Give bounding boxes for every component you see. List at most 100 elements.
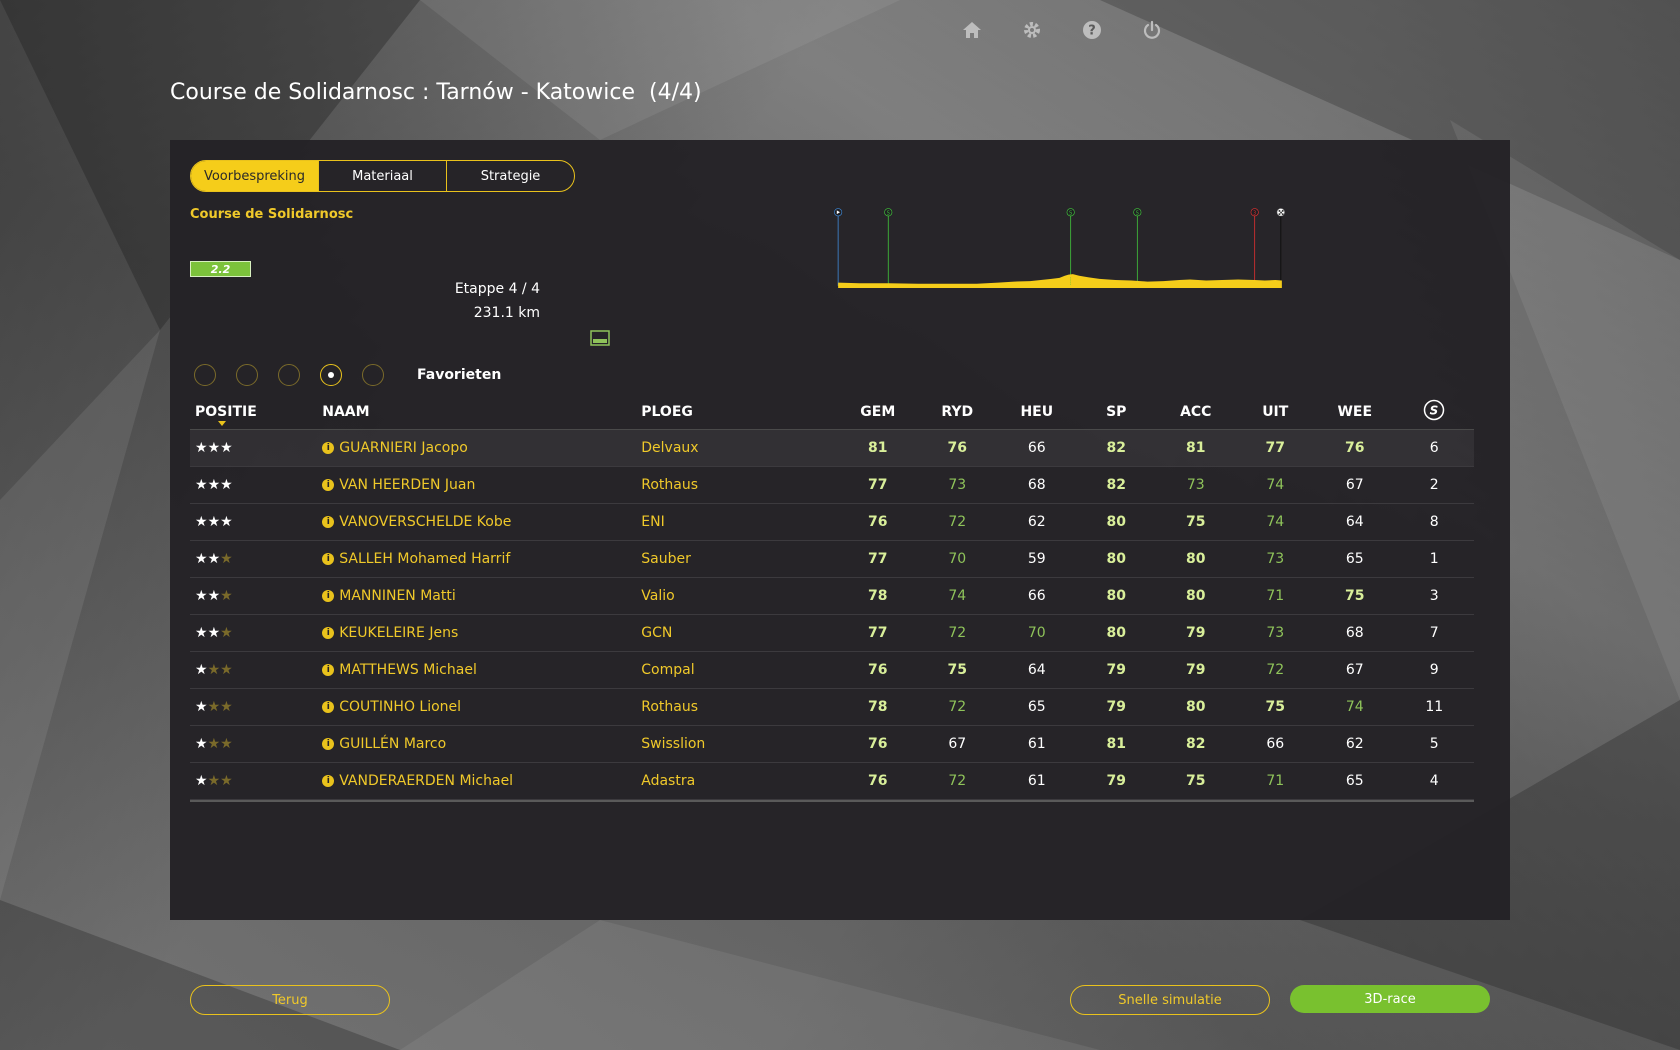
col-header-acc[interactable]: ACC [1180,404,1212,420]
star-icon: ★ [207,699,221,715]
svg-text:S: S [887,210,890,216]
stat-uit: 77 [1265,440,1285,456]
filter-radio-favorites[interactable] [320,364,342,386]
rider-name-cell[interactable]: i KEUKELEIRE Jens [317,625,636,641]
info-icon[interactable]: i [322,516,335,528]
rider-name[interactable]: MANNINEN Matti [339,588,456,604]
tab-materiaal[interactable]: Materiaal [319,161,447,191]
col-header-ryd[interactable]: RYD [941,404,974,420]
rider-name[interactable]: GUARNIERI Jacopo [339,440,468,456]
star-icon: ★ [207,736,221,752]
team-name: Swisslion [641,736,706,752]
table-row[interactable]: ★★★ i VANDERAERDEN Michael Adastra 76 72 61 79 7… [190,763,1474,800]
tab-strategie[interactable]: Strategie [480,168,541,184]
table-row[interactable]: ★★★ i GUARNIERI Jacopo Delvaux 81 76 66 82 81 77 7… [190,430,1474,467]
stat-ryd: 72 [948,699,967,715]
marker-sprint-2[interactable]: S [1066,208,1075,286]
rider-name-cell[interactable]: i VAN HEERDEN Juan [317,477,636,493]
info-icon[interactable]: i [322,553,335,565]
rider-name-cell[interactable]: i SALLEH Mohamed Harrif [317,551,636,567]
table-row[interactable]: ★★★ i VAN HEERDEN Juan Rothaus 77 73 68 82 73 74 6… [190,467,1474,504]
stat-wee: 75 [1345,588,1365,604]
table-row[interactable]: ★★★ i GUILLÉN Marco Swisslion 76 67 61 81 82 66 62… [190,726,1474,763]
table-row[interactable]: ★★★ i KEUKELEIRE Jens GCN 77 72 70 80 79 73 68 7 [190,615,1474,652]
rider-name[interactable]: SALLEH Mohamed Harrif [339,551,511,567]
info-icon[interactable]: i [322,775,335,787]
stat-stamina: 2 [1429,477,1439,493]
info-icon[interactable]: i [322,627,335,639]
stat-ryd: 75 [947,662,967,678]
3d-race-button[interactable]: 3D-race [1290,985,1490,1013]
col-header-position[interactable]: POSITIE [190,404,317,426]
marker-sprint-1[interactable]: S [884,208,893,286]
col-header-sp[interactable]: SP [1106,404,1127,420]
table-header: POSITIE NAAM PLOEG GEM RYD HEU SP ACC UI… [190,395,1474,430]
rider-name-cell[interactable]: i GUILLÉN Marco [317,736,636,752]
gear-icon[interactable] [1020,18,1044,42]
star-icon: ★ [220,699,233,715]
star-icon: ★ [195,551,208,567]
tab-voorbespreking[interactable]: Voorbespreking [191,161,319,191]
marker-sprint-3[interactable]: S [1133,208,1142,286]
star-icon: ★ [195,477,208,493]
table-row[interactable]: ★★★ i COUTINHO Lionel Rothaus 78 72 65 79 80 75 74… [190,689,1474,726]
table-row[interactable]: ★★★ i MATTHEWS Michael Compal 76 75 64 79 79 72 67… [190,652,1474,689]
stat-stamina: 8 [1429,514,1439,530]
rider-name-cell[interactable]: i COUTINHO Lionel [317,699,636,715]
stat-acc: 81 [1186,440,1206,456]
info-icon[interactable]: i [322,664,335,676]
rider-name-cell[interactable]: i GUARNIERI Jacopo [317,440,636,456]
info-icon[interactable]: i [322,738,335,750]
power-icon[interactable] [1140,18,1164,42]
rider-name[interactable]: GUILLÉN Marco [339,736,447,752]
col-header-heu[interactable]: HEU [1020,404,1054,420]
table-row[interactable]: ★★★ i VANOVERSCHELDE Kobe ENI 76 72 62 80 75 74 64… [190,504,1474,541]
marker-finish[interactable] [1276,208,1285,286]
stat-wee: 68 [1345,625,1364,641]
stat-stamina: 7 [1429,625,1439,641]
quick-simulation-button[interactable]: Snelle simulatie [1070,985,1270,1015]
col-header-gem[interactable]: GEM [860,404,896,420]
stat-stamina: 3 [1429,588,1439,604]
rider-name-cell[interactable]: i VANDERAERDEN Michael [317,773,636,789]
star-icon: ★ [195,773,208,789]
table-row[interactable]: ★★★ i SALLEH Mohamed Harrif Sauber 77 70 59 80 8… [190,541,1474,578]
stat-uit: 66 [1266,736,1285,752]
star-icon: ★ [207,625,221,641]
filter-radio-3[interactable] [278,364,300,386]
col-header-stamina[interactable]: S [1395,399,1475,425]
filter-radio-1[interactable] [194,364,216,386]
rider-name[interactable]: VANDERAERDEN Michael [339,773,514,789]
info-icon[interactable]: i [322,442,335,454]
stat-stamina: 6 [1429,440,1439,456]
stat-wee: 62 [1345,736,1364,752]
stat-acc: 79 [1186,625,1206,641]
marker-start[interactable] [834,208,843,286]
rider-name[interactable]: MATTHEWS Michael [339,662,477,678]
rider-name-cell[interactable]: i MANNINEN Matti [317,588,636,604]
rider-name-cell[interactable]: i VANOVERSCHELDE Kobe [317,514,636,530]
col-header-wee[interactable]: WEE [1337,404,1373,420]
info-icon[interactable]: i [322,479,335,491]
marker-climb[interactable]: 3 [1250,208,1259,286]
col-header-team[interactable]: PLOEG [641,404,693,420]
stage-distance: 231.1 km [473,305,540,321]
rider-name[interactable]: KEUKELEIRE Jens [339,625,459,641]
profile-view-icon[interactable] [590,330,610,346]
info-icon[interactable]: i [322,590,335,602]
rider-name[interactable]: COUTINHO Lionel [339,699,462,715]
back-button[interactable]: Terug [190,985,390,1015]
rider-name[interactable]: VANOVERSCHELDE Kobe [339,514,512,530]
home-icon[interactable] [960,18,984,42]
filter-radio-2[interactable] [236,364,258,386]
info-icon[interactable]: i [322,701,335,713]
filter-radio-5[interactable] [362,364,384,386]
table-row[interactable]: ★★★ i MANNINEN Matti Valio 78 74 66 80 80 71 75 3 [190,578,1474,615]
col-header-uit[interactable]: UIT [1262,404,1289,420]
rider-name[interactable]: VAN HEERDEN Juan [339,477,476,493]
favorite-stars: ★★★ [190,699,317,715]
col-header-name[interactable]: NAAM [322,404,370,420]
stat-uit: 72 [1266,662,1285,678]
help-icon[interactable]: ? [1080,18,1104,42]
rider-name-cell[interactable]: i MATTHEWS Michael [317,662,636,678]
